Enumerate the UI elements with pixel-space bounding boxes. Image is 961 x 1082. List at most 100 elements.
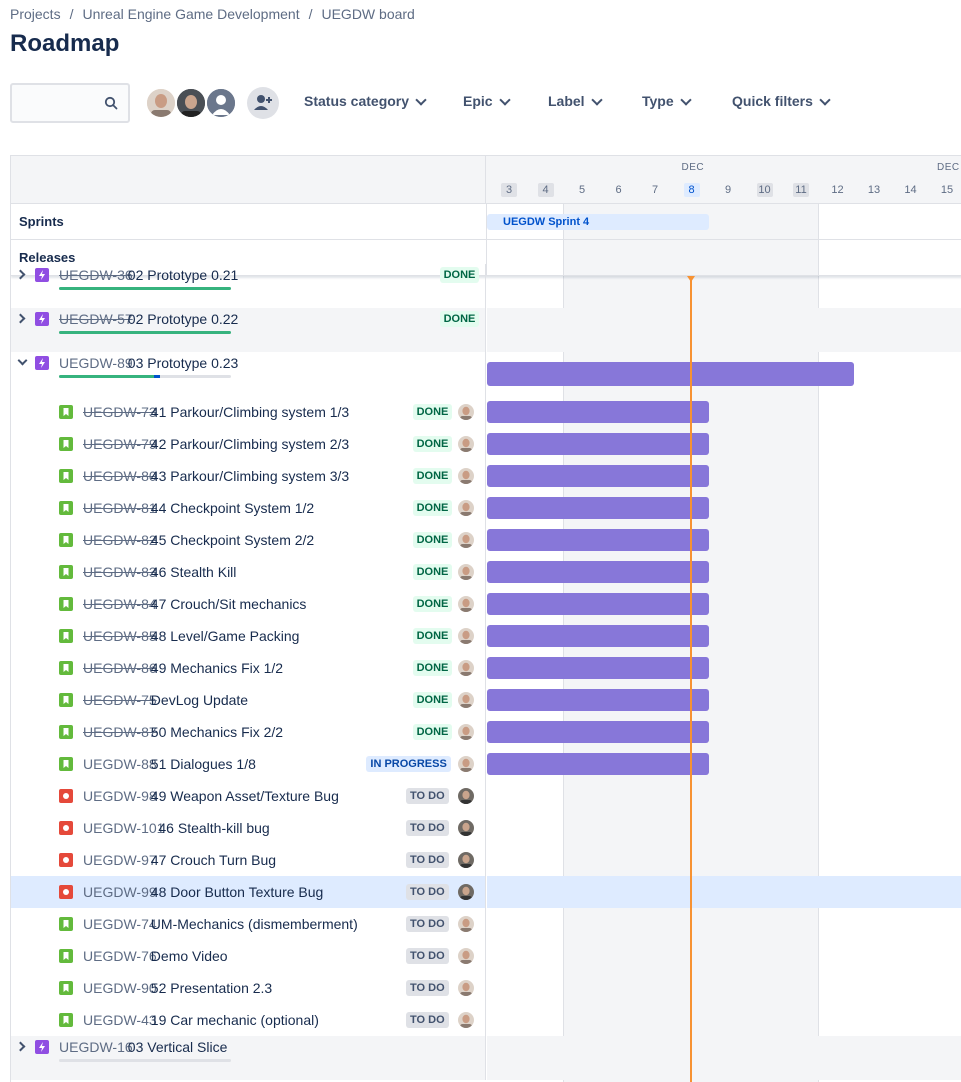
- issue-row[interactable]: UEGDW-87 50 Mechanics Fix 2/2 DONE: [11, 716, 961, 748]
- assignee-avatar[interactable]: [458, 596, 474, 612]
- issue-key[interactable]: UEGDW-90: [83, 980, 157, 996]
- issue-row[interactable]: UEGDW-75 DevLog Update DONE: [11, 684, 961, 716]
- breadcrumb-board[interactable]: UEGDW board: [321, 6, 415, 22]
- status-lozenge[interactable]: TO DO: [406, 1012, 449, 1028]
- status-lozenge[interactable]: TO DO: [406, 884, 449, 900]
- assignee-avatar[interactable]: [458, 756, 474, 772]
- assignee-avatar[interactable]: [458, 532, 474, 548]
- status-lozenge[interactable]: DONE: [412, 404, 453, 420]
- assignee-avatar[interactable]: [458, 948, 474, 964]
- issue-key[interactable]: UEGDW-80: [83, 468, 157, 484]
- breadcrumb-project[interactable]: Unreal Engine Game Development: [82, 6, 300, 22]
- issue-key[interactable]: UEGDW-85: [83, 628, 157, 644]
- search-input[interactable]: [10, 83, 130, 123]
- status-lozenge[interactable]: DONE: [412, 628, 453, 644]
- issue-key[interactable]: UEGDW-57: [59, 311, 133, 327]
- issue-key[interactable]: UEGDW-82: [83, 532, 157, 548]
- avatar-placeholder[interactable]: [205, 87, 237, 119]
- issue-row[interactable]: UEGDW-43 19 Car mechanic (optional) TO DO: [11, 1004, 961, 1036]
- issue-key[interactable]: UEGDW-79: [83, 436, 157, 452]
- assignee-avatar[interactable]: [458, 436, 474, 452]
- status-lozenge[interactable]: TO DO: [406, 820, 449, 836]
- filter-label[interactable]: Label: [548, 93, 603, 109]
- status-lozenge[interactable]: DONE: [412, 660, 453, 676]
- issue-key[interactable]: UEGDW-84: [83, 596, 157, 612]
- issue-row[interactable]: UEGDW-86 49 Mechanics Fix 1/2 DONE: [11, 652, 961, 684]
- timeline-bar[interactable]: [487, 561, 709, 583]
- assignee-avatar[interactable]: [458, 500, 474, 516]
- issue-row[interactable]: UEGDW-98 49 Weapon Asset/Texture Bug TO DO: [11, 780, 961, 812]
- status-lozenge[interactable]: DONE: [412, 532, 453, 548]
- sprint-bar[interactable]: UEGDW Sprint 4: [487, 214, 709, 230]
- issue-key[interactable]: UEGDW-86: [83, 660, 157, 676]
- assignee-avatar[interactable]: [458, 916, 474, 932]
- timeline-bar[interactable]: [487, 593, 709, 615]
- issue-row[interactable]: UEGDW-101 46 Stealth-kill bug TO DO: [11, 812, 961, 844]
- avatar[interactable]: [175, 87, 207, 119]
- issue-row[interactable]: UEGDW-79 42 Parkour/Climbing system 2/3 DO…: [11, 428, 961, 460]
- issue-key[interactable]: UEGDW-88: [83, 756, 157, 772]
- epic-row[interactable]: UEGDW-89 03 Prototype 0.23: [11, 352, 961, 396]
- timeline-bar[interactable]: [487, 625, 709, 647]
- status-lozenge[interactable]: IN PROGRESS: [366, 756, 451, 772]
- status-lozenge[interactable]: DONE: [412, 692, 453, 708]
- issue-key[interactable]: UEGDW-97: [83, 852, 157, 868]
- status-lozenge[interactable]: DONE: [412, 596, 453, 612]
- timeline-bar[interactable]: [487, 721, 709, 743]
- status-lozenge[interactable]: DONE: [412, 500, 453, 516]
- issue-row[interactable]: UEGDW-76 Demo Video TO DO: [11, 940, 961, 972]
- status-lozenge[interactable]: TO DO: [406, 788, 449, 804]
- issue-row[interactable]: UEGDW-85 48 Level/Game Packing DONE: [11, 620, 961, 652]
- timeline-bar[interactable]: [487, 689, 709, 711]
- status-lozenge[interactable]: DONE: [412, 564, 453, 580]
- issue-row[interactable]: UEGDW-82 45 Checkpoint System 2/2 DONE: [11, 524, 961, 556]
- assignee-avatar[interactable]: [458, 468, 474, 484]
- issue-row[interactable]: UEGDW-90 52 Presentation 2.3 TO DO: [11, 972, 961, 1004]
- timeline-bar[interactable]: [487, 465, 709, 487]
- timeline-bar[interactable]: [487, 529, 709, 551]
- issue-key[interactable]: UEGDW-16: [59, 1039, 133, 1055]
- assignee-avatar[interactable]: [458, 404, 474, 420]
- issue-key[interactable]: UEGDW-98: [83, 788, 157, 804]
- issue-key[interactable]: UEGDW-36: [59, 267, 133, 283]
- status-lozenge[interactable]: DONE: [439, 267, 480, 283]
- epic-row[interactable]: UEGDW-16 03 Vertical Slice: [11, 1036, 961, 1080]
- filter-type[interactable]: Type: [642, 93, 692, 109]
- filter-status-category[interactable]: Status category: [304, 93, 427, 109]
- issue-key[interactable]: UEGDW-73: [83, 404, 157, 420]
- issue-key[interactable]: UEGDW-89: [59, 355, 133, 371]
- issue-key[interactable]: UEGDW-83: [83, 564, 157, 580]
- avatar[interactable]: [145, 87, 177, 119]
- status-lozenge[interactable]: TO DO: [406, 948, 449, 964]
- issue-row[interactable]: UEGDW-83 46 Stealth Kill DONE: [11, 556, 961, 588]
- assignee-avatar[interactable]: [458, 628, 474, 644]
- issue-row[interactable]: UEGDW-88 51 Dialogues 1/8 IN PROGRESS: [11, 748, 961, 780]
- timeline-bar[interactable]: [487, 753, 709, 775]
- timeline-bar[interactable]: [487, 401, 709, 423]
- assignee-avatar[interactable]: [458, 788, 474, 804]
- issue-key[interactable]: UEGDW-87: [83, 724, 157, 740]
- status-lozenge[interactable]: TO DO: [406, 916, 449, 932]
- assignee-avatar[interactable]: [458, 1012, 474, 1028]
- filter-epic[interactable]: Epic: [463, 93, 511, 109]
- timeline-bar[interactable]: [487, 657, 709, 679]
- assignee-avatar[interactable]: [458, 564, 474, 580]
- status-lozenge[interactable]: TO DO: [406, 852, 449, 868]
- assignee-avatar[interactable]: [458, 820, 474, 836]
- issue-key[interactable]: UEGDW-81: [83, 500, 157, 516]
- status-lozenge[interactable]: DONE: [412, 436, 453, 452]
- breadcrumb-projects[interactable]: Projects: [10, 6, 61, 22]
- issue-key[interactable]: UEGDW-76: [83, 948, 157, 964]
- issue-row[interactable]: UEGDW-84 47 Crouch/Sit mechanics DONE: [11, 588, 961, 620]
- issue-key[interactable]: UEGDW-74: [83, 916, 157, 932]
- status-lozenge[interactable]: TO DO: [406, 980, 449, 996]
- issue-row[interactable]: UEGDW-74 UM-Mechanics (dismemberment) TO D…: [11, 908, 961, 940]
- assignee-avatar[interactable]: [458, 660, 474, 676]
- assignee-avatar[interactable]: [458, 852, 474, 868]
- issue-key[interactable]: UEGDW-99: [83, 884, 157, 900]
- status-lozenge[interactable]: DONE: [412, 468, 453, 484]
- assignee-avatar[interactable]: [458, 980, 474, 996]
- epic-row[interactable]: UEGDW-57 02 Prototype 0.22 DONE: [11, 308, 961, 352]
- issue-key[interactable]: UEGDW-43: [83, 1012, 157, 1028]
- status-lozenge[interactable]: DONE: [439, 311, 480, 327]
